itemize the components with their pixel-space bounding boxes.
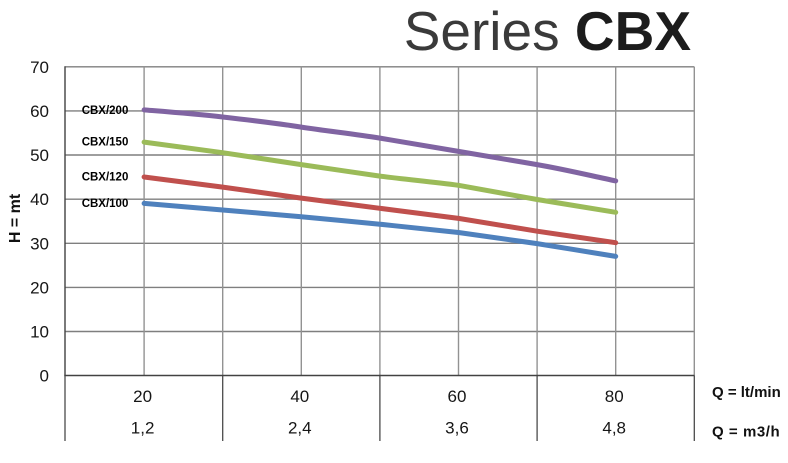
svg-text:1,2: 1,2 [131, 419, 155, 438]
svg-text:60: 60 [448, 387, 467, 406]
svg-text:40: 40 [290, 387, 309, 406]
svg-text:CBX/200: CBX/200 [82, 105, 129, 117]
svg-text:2,4: 2,4 [288, 419, 312, 438]
svg-text:80: 80 [605, 387, 624, 406]
svg-text:40: 40 [30, 190, 49, 209]
svg-text:30: 30 [30, 234, 49, 253]
svg-text:H = mt: H = mt [7, 193, 24, 243]
svg-text:10: 10 [30, 323, 49, 342]
svg-text:50: 50 [30, 146, 49, 165]
svg-text:CBX/150: CBX/150 [82, 136, 129, 148]
svg-text:60: 60 [30, 102, 49, 121]
svg-text:4,8: 4,8 [602, 419, 626, 438]
svg-text:0: 0 [40, 367, 49, 386]
svg-text:Q = m3/h: Q = m3/h [712, 424, 780, 441]
svg-text:3,6: 3,6 [445, 419, 469, 438]
svg-text:70: 70 [30, 58, 49, 77]
svg-text:20: 20 [133, 387, 152, 406]
svg-text:20: 20 [30, 278, 49, 297]
svg-text:Q = lt/min: Q = lt/min [712, 384, 781, 401]
svg-text:CBX/120: CBX/120 [82, 171, 129, 183]
svg-text:CBX/100: CBX/100 [82, 198, 129, 210]
